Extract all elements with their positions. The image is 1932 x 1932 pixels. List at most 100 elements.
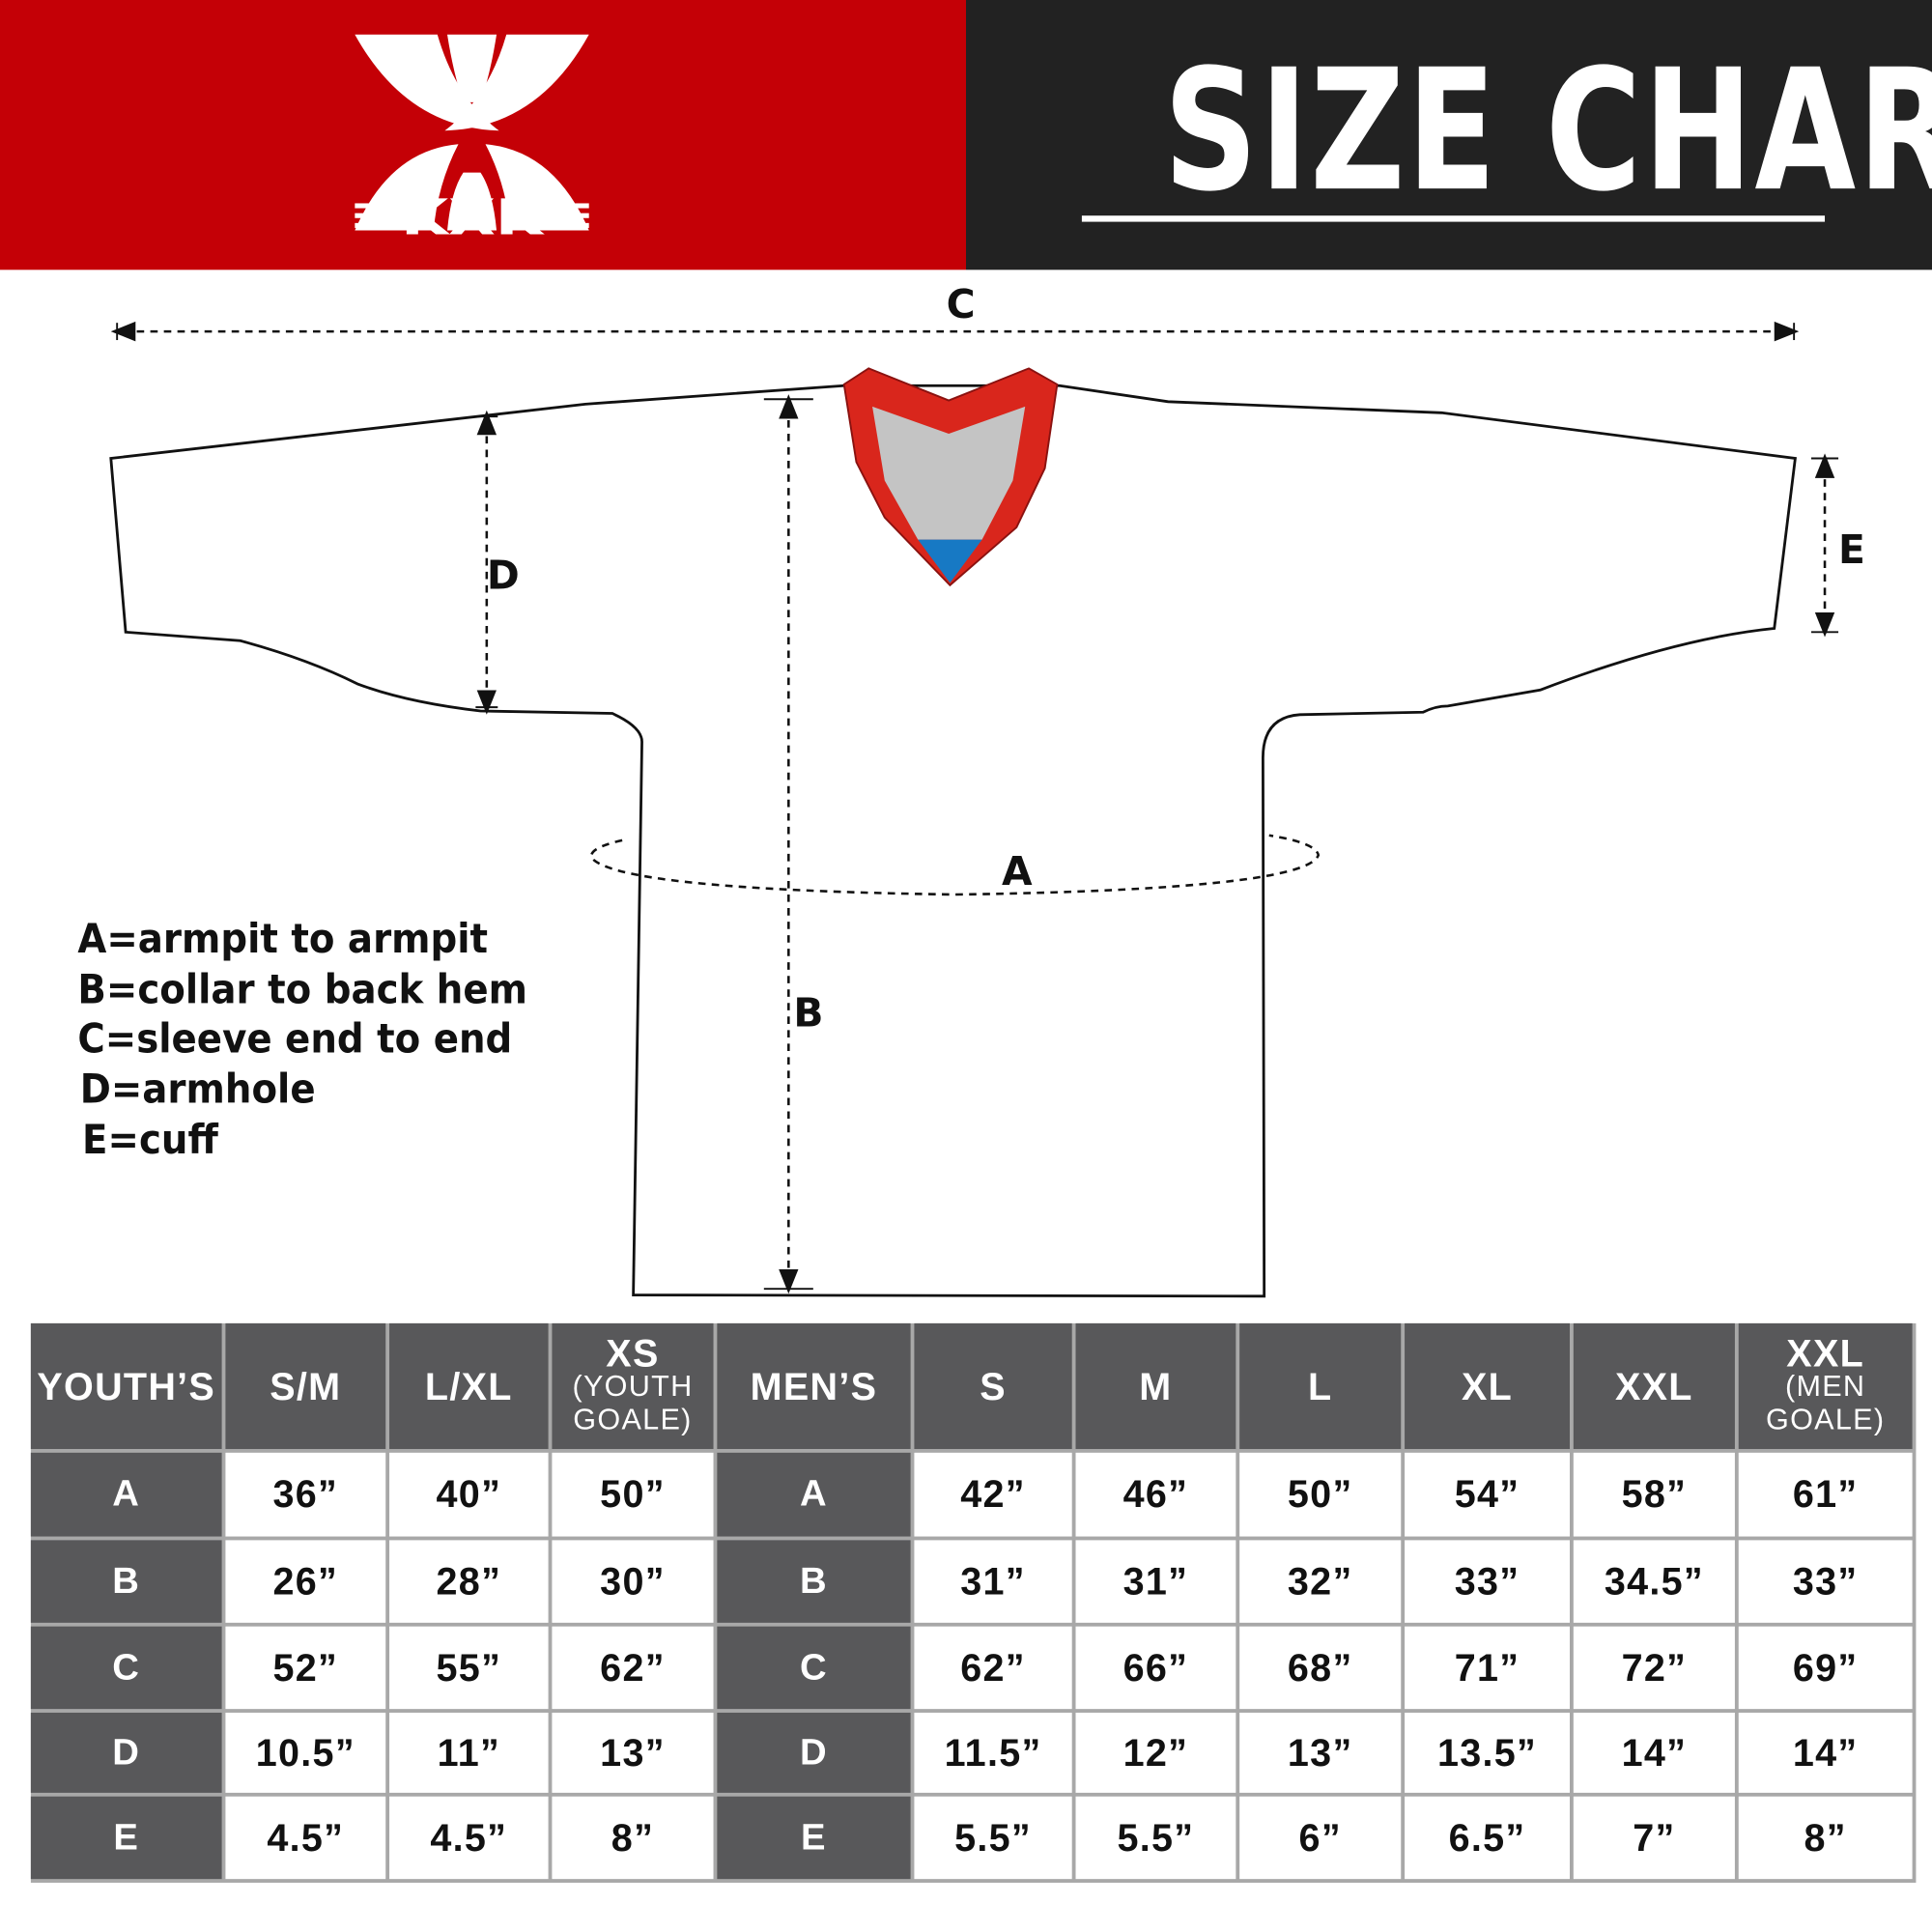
youth-value: 26” xyxy=(225,1540,386,1623)
men-value: 6” xyxy=(1239,1796,1402,1880)
youth-size-header: L/XL xyxy=(389,1322,549,1449)
legend-item: D=armhole xyxy=(79,1065,316,1113)
men-value: 33” xyxy=(1738,1540,1913,1623)
brand-banner: KXK xyxy=(0,0,966,270)
size-name: M xyxy=(1139,1364,1173,1408)
men-header: MEN’S xyxy=(717,1322,911,1449)
size-name: S/M xyxy=(270,1364,342,1408)
jersey-diagram xyxy=(109,321,1839,1298)
men-value: 58” xyxy=(1573,1452,1735,1537)
label-b: B xyxy=(793,989,824,1037)
size-name: XXL xyxy=(1614,1364,1693,1408)
men-size-header: S xyxy=(914,1322,1072,1449)
youth-value: 40” xyxy=(389,1452,549,1537)
row-label: C xyxy=(717,1626,911,1710)
men-size-header: XL xyxy=(1405,1322,1570,1449)
men-value: 31” xyxy=(914,1540,1072,1623)
men-value: 71” xyxy=(1405,1626,1570,1710)
men-value: 5.5” xyxy=(1075,1796,1236,1880)
size-name: L xyxy=(1307,1364,1333,1408)
youth-value: 8” xyxy=(552,1796,714,1880)
men-size-header: M xyxy=(1075,1322,1236,1449)
men-value: 8” xyxy=(1738,1796,1913,1880)
youth-value: 13” xyxy=(552,1712,714,1793)
row-label: E xyxy=(717,1796,911,1880)
youth-value: 62” xyxy=(552,1626,714,1710)
jersey-outline xyxy=(109,384,1797,1298)
legend-item: B=collar to back hem xyxy=(77,964,527,1013)
men-value: 61” xyxy=(1738,1452,1913,1537)
label-a: A xyxy=(1001,847,1033,895)
measurement-legend: A=armpit to armpit B=collar to back hem … xyxy=(77,914,566,1165)
size-name: XS xyxy=(606,1331,660,1375)
youth-value: 36” xyxy=(225,1452,386,1537)
youth-value: 11” xyxy=(389,1712,549,1793)
men-value: 32” xyxy=(1239,1540,1402,1623)
title-underline xyxy=(1081,215,1826,222)
size-note: (MEN xyxy=(1784,1369,1866,1404)
row-label: C xyxy=(30,1626,222,1710)
row-label: D xyxy=(30,1712,222,1793)
youth-value: 4.5” xyxy=(389,1796,549,1880)
label-c: C xyxy=(946,280,976,328)
men-size-header: L xyxy=(1239,1322,1402,1449)
men-size-header: XXL (MEN GOALE) xyxy=(1738,1322,1913,1449)
legend-item: E=cuff xyxy=(82,1115,218,1163)
men-value: 13” xyxy=(1239,1712,1402,1793)
youth-size-header: XS (YOUTH GOALE) xyxy=(552,1322,714,1449)
men-value: 68” xyxy=(1239,1626,1402,1710)
youth-value: 55” xyxy=(389,1626,549,1710)
row-label: A xyxy=(717,1452,911,1537)
youth-value: 52” xyxy=(225,1626,386,1710)
kxk-logo: KXK xyxy=(355,34,589,246)
size-table: YOUTH’S S/M L/XL XS (YOUTH GOALE) MEN’S S M L XL XX… xyxy=(30,1322,1917,1883)
row-label: D xyxy=(717,1712,911,1793)
size-note: GOALE) xyxy=(573,1403,693,1436)
dimension-a-ellipse xyxy=(589,834,1321,896)
men-value: 11.5” xyxy=(914,1712,1072,1793)
men-value: 7” xyxy=(1573,1796,1735,1880)
collar-inner xyxy=(872,406,1026,540)
legend-item: C=sleeve end to end xyxy=(77,1014,513,1064)
men-value: 54” xyxy=(1405,1452,1570,1537)
row-label: B xyxy=(717,1540,911,1623)
collar-tag xyxy=(918,539,982,583)
men-value: 14” xyxy=(1573,1712,1735,1793)
men-value: 14” xyxy=(1738,1712,1913,1793)
men-value: 12” xyxy=(1075,1712,1236,1793)
label-e: E xyxy=(1838,526,1865,574)
men-value: 46” xyxy=(1075,1452,1236,1537)
label-d: D xyxy=(486,552,520,599)
youth-size-header: S/M xyxy=(225,1322,386,1449)
brand-text: KXK xyxy=(401,189,546,246)
size-note: GOALE) xyxy=(1765,1403,1886,1436)
men-value: 50” xyxy=(1239,1452,1402,1537)
size-name: L/XL xyxy=(424,1364,513,1408)
men-value: 13.5” xyxy=(1405,1712,1570,1793)
size-note: (YOUTH xyxy=(572,1369,694,1404)
size-name: XL xyxy=(1461,1364,1514,1408)
men-value: 5.5” xyxy=(914,1796,1072,1880)
size-name: XXL xyxy=(1786,1331,1865,1375)
row-label: A xyxy=(30,1452,222,1537)
youth-value: 30” xyxy=(552,1540,714,1623)
men-size-header: XXL xyxy=(1573,1322,1735,1449)
row-label: B xyxy=(30,1540,222,1623)
men-value: 62” xyxy=(914,1626,1072,1710)
men-value: 72” xyxy=(1573,1626,1735,1710)
youth-value: 4.5” xyxy=(225,1796,386,1880)
men-value: 34.5” xyxy=(1573,1540,1735,1623)
youth-header: YOUTH’S xyxy=(30,1322,222,1449)
size-name: S xyxy=(980,1364,1007,1408)
youth-value: 50” xyxy=(552,1452,714,1537)
men-value: 42” xyxy=(914,1452,1072,1537)
men-value: 31” xyxy=(1075,1540,1236,1623)
youth-value: 10.5” xyxy=(225,1712,386,1793)
legend-item: A=armpit to armpit xyxy=(77,914,489,963)
men-value: 66” xyxy=(1075,1626,1236,1710)
title-banner xyxy=(965,0,1932,270)
men-value: 69” xyxy=(1738,1626,1913,1710)
youth-value: 28” xyxy=(389,1540,549,1623)
men-value: 33” xyxy=(1405,1540,1570,1623)
